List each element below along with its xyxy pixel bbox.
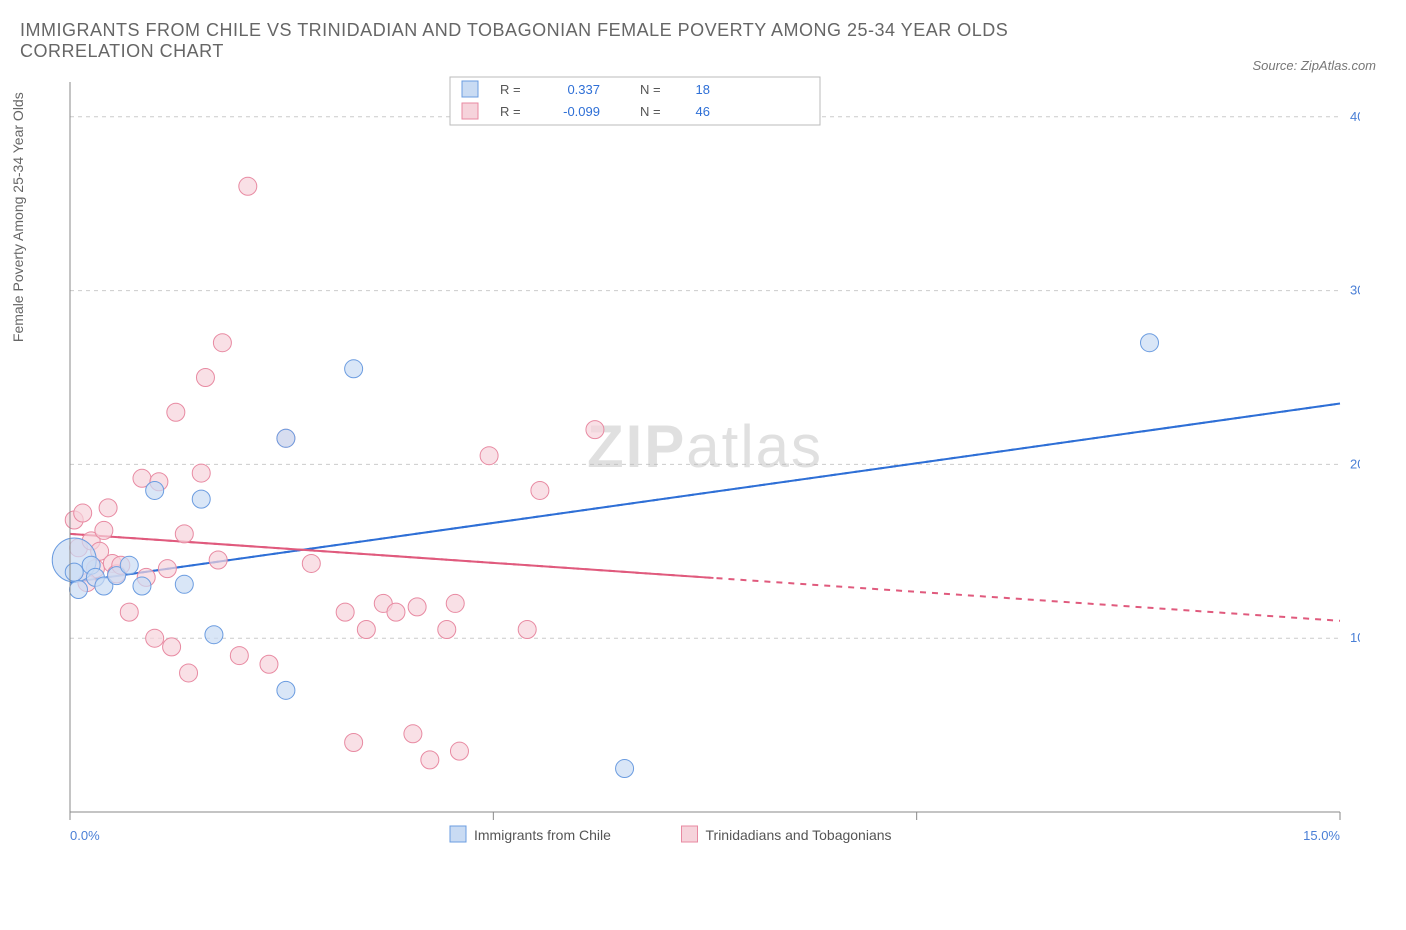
svg-text:20.0%: 20.0% [1350,456,1360,471]
svg-text:40.0%: 40.0% [1350,109,1360,124]
chart-container: Female Poverty Among 25-34 Year Olds ZIP… [20,72,1386,862]
svg-text:46: 46 [696,104,710,119]
svg-text:-0.099: -0.099 [563,104,600,119]
svg-text:Immigrants from Chile: Immigrants from Chile [474,827,611,843]
svg-text:30.0%: 30.0% [1350,283,1360,298]
y-axis-label: Female Poverty Among 25-34 Year Olds [10,92,26,342]
source-attribution: Source: ZipAtlas.com [1252,58,1376,73]
svg-text:18: 18 [696,82,710,97]
svg-text:R =: R = [500,82,521,97]
svg-text:N =: N = [640,104,661,119]
svg-text:ZIPatlas: ZIPatlas [587,413,823,480]
svg-text:15.0%: 15.0% [1303,828,1340,843]
scatter-chart: ZIPatlas 0.0% 15.0% 10.0% 20.0% 30.0% 40.0% R =… [20,72,1360,862]
chart-title: IMMIGRANTS FROM CHILE VS TRINIDADIAN AND… [20,20,1120,62]
svg-text:R =: R = [500,104,521,119]
svg-text:10.0%: 10.0% [1350,630,1360,645]
svg-text:0.0%: 0.0% [70,828,100,843]
svg-text:Trinidadians and Tobagonians: Trinidadians and Tobagonians [706,827,892,843]
svg-text:0.337: 0.337 [567,82,600,97]
svg-text:N =: N = [640,82,661,97]
